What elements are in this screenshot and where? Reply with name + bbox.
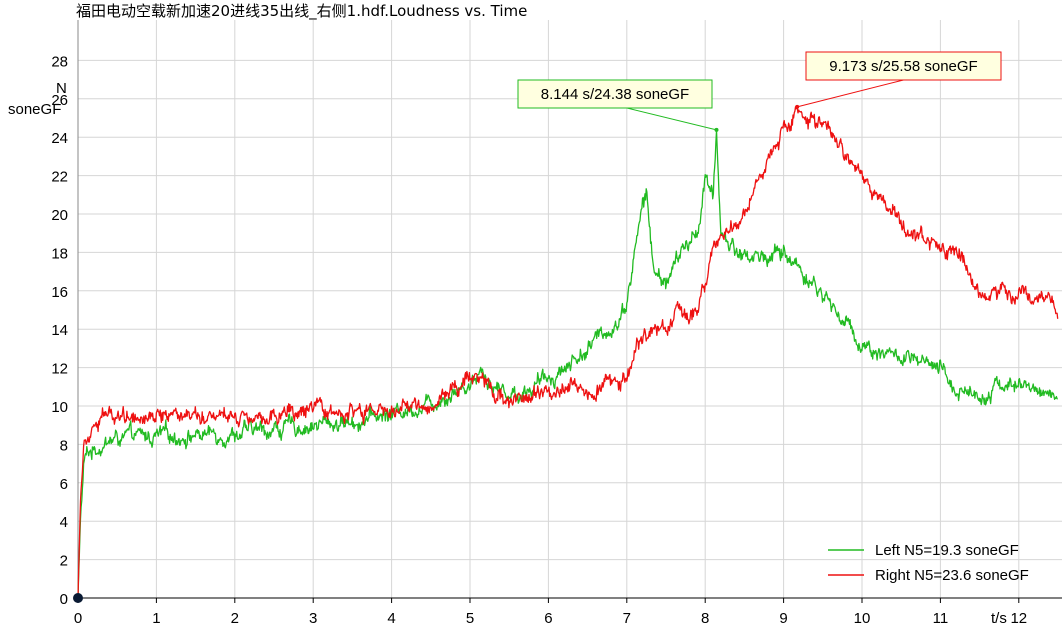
y-tick-label: 28 (51, 53, 68, 70)
peak-leader-line (797, 79, 904, 108)
y-tick-label: 10 (51, 399, 68, 416)
x-tick-label: 10 (854, 610, 871, 627)
y-tick-label: 16 (51, 284, 68, 301)
series-line-left (77, 129, 1058, 599)
grid-layer (78, 20, 1062, 598)
peak-annotation-left: 8.144 s/24.38 soneGF (517, 79, 719, 132)
chart-legend: Left N5=19.3 soneGF Right N5=23.6 soneGF (828, 542, 1029, 584)
peak-marker (795, 104, 800, 109)
x-tick-label: 8 (701, 610, 709, 627)
peak-label-text: 8.144 s/24.38 soneGF (541, 86, 689, 103)
chart-title: 福田电动空载新加速20进线35出线_右侧1.hdf.Loudness vs. T… (76, 2, 527, 21)
y-tick-label: 26 (51, 92, 68, 109)
x-tick-label: 12 (1010, 610, 1027, 627)
y-tick-label: 4 (60, 514, 68, 531)
legend-label: Right N5=23.6 soneGF (875, 567, 1029, 584)
y-tick-label: 14 (51, 322, 68, 339)
y-tick-label: 18 (51, 245, 68, 262)
y-tick-label: 22 (51, 169, 68, 186)
y-tick-label: 8 (60, 437, 68, 454)
peak-label-box (805, 51, 1002, 81)
y-tick-label: 20 (51, 207, 68, 224)
peak-leader-line (626, 107, 717, 131)
x-tick-label: 1 (152, 610, 160, 627)
x-tick-label: 6 (544, 610, 552, 627)
x-tick-label: 3 (309, 610, 317, 627)
y-tick-label: 24 (51, 130, 68, 147)
x-tick-label: 2 (231, 610, 239, 627)
y-tick-label: 6 (60, 476, 68, 493)
peak-marker (714, 127, 719, 132)
x-tick-label: 7 (623, 610, 631, 627)
x-tick-label: 0 (74, 610, 82, 627)
y-tick-label: 2 (60, 553, 68, 570)
peak-label-text: 9.173 s/25.58 soneGF (829, 58, 977, 75)
legend-item-right: Right N5=23.6 soneGF (828, 567, 1029, 584)
peak-label-box (517, 79, 713, 109)
x-tick-label: 11 (933, 610, 949, 627)
legend-item-left: Left N5=19.3 soneGF (828, 542, 1019, 559)
x-tick-label: 4 (387, 610, 395, 627)
x-tick-label: 9 (779, 610, 787, 627)
annotation-layer: 8.144 s/24.38 soneGF 9.173 s/25.58 soneGF (517, 51, 1002, 132)
y-tick-label: 12 (51, 361, 68, 378)
series-layer (73, 106, 1059, 603)
x-axis-label: t/s (991, 610, 1007, 627)
series-line-right (77, 106, 1059, 599)
y-axis-label-symbol: N (56, 80, 67, 97)
y-tick-label: 0 (60, 591, 68, 608)
y-axis-label-unit: soneGF (8, 101, 61, 118)
x-tick-label: 5 (466, 610, 474, 627)
legend-label: Left N5=19.3 soneGF (875, 542, 1019, 559)
peak-annotation-right: 9.173 s/25.58 soneGF (795, 51, 1002, 109)
origin-marker (73, 593, 83, 603)
